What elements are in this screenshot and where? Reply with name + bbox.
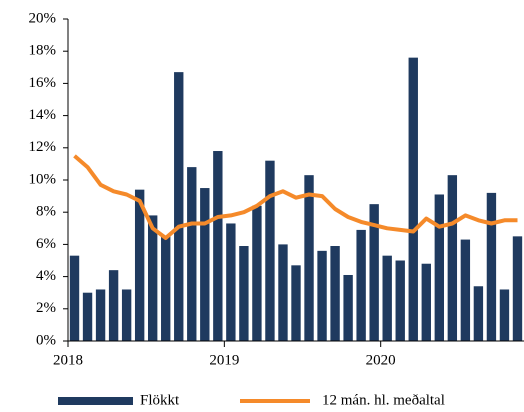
legend-label: 12 mán. hl. meðaltal bbox=[322, 392, 445, 408]
bar bbox=[473, 286, 484, 341]
y-tick-label: 12% bbox=[29, 139, 57, 155]
y-tick-label: 18% bbox=[29, 43, 57, 59]
bar bbox=[304, 175, 314, 341]
bar bbox=[174, 72, 184, 341]
bar bbox=[134, 189, 145, 341]
y-tick-label: 16% bbox=[29, 75, 57, 91]
y-tick-label: 2% bbox=[36, 300, 56, 316]
bar bbox=[395, 260, 405, 341]
bar bbox=[382, 255, 392, 341]
bar bbox=[317, 250, 327, 341]
bar bbox=[408, 57, 418, 341]
y-tick-label: 6% bbox=[36, 236, 56, 252]
bar bbox=[486, 192, 497, 341]
y-tick-label: 4% bbox=[36, 268, 56, 284]
y-tick-label: 8% bbox=[36, 204, 56, 220]
bar bbox=[343, 274, 353, 341]
bar bbox=[356, 229, 366, 341]
y-tick-label: 20% bbox=[29, 10, 57, 26]
x-tick-label: 2019 bbox=[209, 352, 239, 368]
y-tick-label: 14% bbox=[29, 107, 57, 123]
bar bbox=[252, 205, 262, 341]
bar bbox=[447, 175, 458, 341]
bar bbox=[200, 188, 210, 341]
bar bbox=[147, 215, 158, 341]
bar bbox=[187, 167, 197, 341]
bar bbox=[121, 289, 132, 341]
bar bbox=[330, 246, 340, 341]
bar bbox=[421, 263, 431, 341]
bar bbox=[95, 289, 106, 341]
bar bbox=[278, 244, 288, 341]
x-tick-label: 2020 bbox=[366, 352, 396, 368]
bar bbox=[213, 151, 223, 341]
bar bbox=[369, 204, 379, 341]
y-tick-label: 10% bbox=[29, 171, 57, 187]
legend-swatch bbox=[58, 397, 133, 405]
bar bbox=[82, 292, 93, 341]
bar bbox=[434, 194, 445, 341]
y-tick-label: 0% bbox=[36, 332, 56, 348]
bar bbox=[460, 239, 471, 341]
bar bbox=[291, 265, 301, 341]
bar bbox=[499, 289, 510, 341]
bar bbox=[265, 160, 275, 341]
bar bbox=[512, 236, 523, 341]
bar bbox=[239, 246, 249, 341]
bar bbox=[161, 236, 171, 341]
x-tick-label: 2018 bbox=[53, 352, 83, 368]
bar bbox=[69, 255, 80, 341]
line bbox=[73, 154, 518, 240]
bar bbox=[108, 270, 119, 341]
bar bbox=[226, 223, 236, 341]
legend-label: Flökkt bbox=[140, 392, 180, 408]
